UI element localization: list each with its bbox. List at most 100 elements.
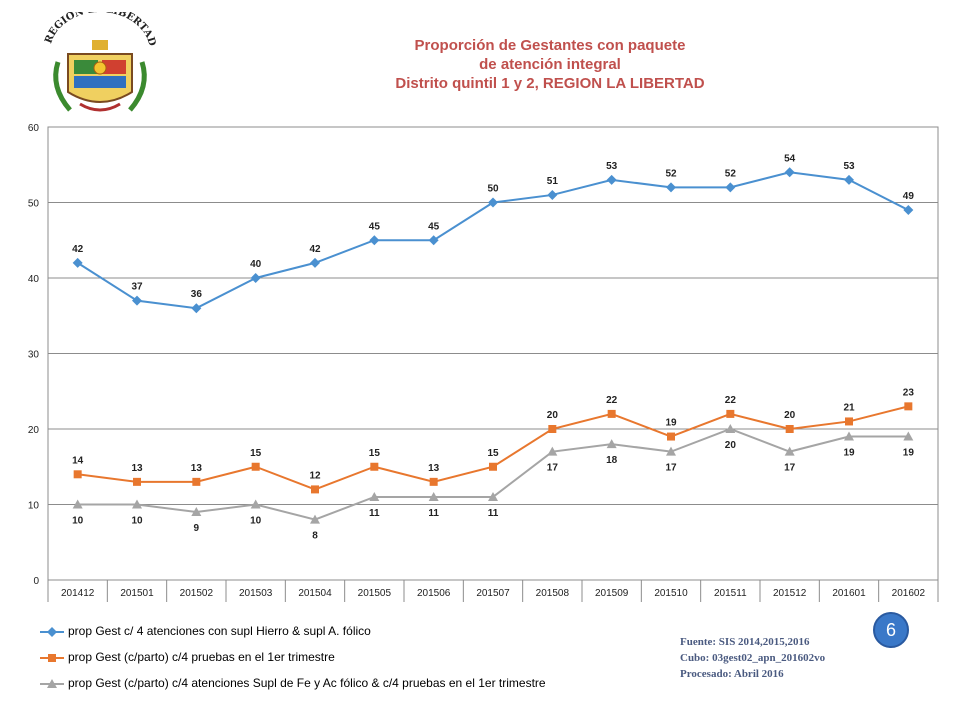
source-line-1: Fuente: SIS 2014,2015,2016 bbox=[680, 636, 810, 648]
data-label: 19 bbox=[665, 418, 677, 429]
data-label: 52 bbox=[665, 168, 677, 179]
source-line-3: Procesado: Abril 2016 bbox=[680, 668, 784, 680]
data-label: 36 bbox=[191, 289, 203, 300]
x-tick-label: 201502 bbox=[180, 588, 214, 599]
data-label: 22 bbox=[725, 395, 737, 406]
data-label: 15 bbox=[369, 448, 381, 459]
y-tick-label: 10 bbox=[28, 501, 40, 512]
data-point-marker bbox=[725, 182, 736, 193]
data-label: 10 bbox=[250, 516, 262, 527]
data-point-marker bbox=[72, 499, 83, 509]
data-label: 13 bbox=[191, 463, 203, 474]
legend-label-series-1: prop Gest c/ 4 atenciones con supl Hierr… bbox=[68, 624, 371, 638]
data-label: 21 bbox=[843, 402, 855, 413]
data-point-marker bbox=[607, 409, 616, 418]
data-label: 8 bbox=[312, 531, 318, 542]
data-point-marker bbox=[844, 431, 854, 441]
data-label: 23 bbox=[903, 387, 915, 398]
data-point-marker bbox=[606, 174, 617, 185]
data-label: 17 bbox=[784, 463, 796, 474]
x-tick-label: 201504 bbox=[298, 588, 332, 599]
source-line-2: Cubo: 03gest02_apn_201602vo bbox=[680, 652, 826, 664]
data-label: 12 bbox=[309, 470, 321, 481]
data-label: 50 bbox=[487, 184, 499, 195]
data-label: 18 bbox=[606, 455, 618, 466]
data-point-marker bbox=[666, 446, 676, 456]
x-tick-label: 201509 bbox=[595, 588, 629, 599]
x-tick-label: 201501 bbox=[120, 588, 154, 599]
x-tick-label: 201505 bbox=[358, 588, 392, 599]
legend-marker-diamond-icon bbox=[40, 627, 64, 637]
data-label: 49 bbox=[903, 191, 915, 202]
data-label: 51 bbox=[547, 176, 559, 187]
legend-label-series-2: prop Gest (c/parto) c/4 pruebas en el 1e… bbox=[68, 650, 335, 664]
page-number-badge: 6 bbox=[873, 612, 909, 648]
x-tick-label: 201506 bbox=[417, 588, 451, 599]
data-point-marker bbox=[845, 417, 853, 426]
legend-marker-square-icon bbox=[40, 654, 64, 662]
data-point-marker bbox=[784, 446, 795, 456]
data-point-marker bbox=[666, 182, 676, 193]
data-point-marker bbox=[132, 295, 142, 306]
series-line-3 bbox=[77, 427, 909, 521]
chart-legend: prop Gest c/ 4 atenciones con supl Hierr… bbox=[40, 624, 640, 702]
y-tick-label: 60 bbox=[28, 123, 40, 134]
data-label: 13 bbox=[428, 463, 440, 474]
x-tick-label: 201508 bbox=[536, 588, 570, 599]
data-label: 10 bbox=[72, 516, 84, 527]
chart-title-line-2: de atención integral bbox=[479, 56, 621, 73]
data-point-marker bbox=[72, 257, 83, 268]
data-label: 14 bbox=[72, 455, 84, 466]
data-label: 20 bbox=[547, 410, 559, 421]
source-note: Fuente: SIS 2014,2015,2016 Cubo: 03gest0… bbox=[680, 634, 825, 682]
legend-item-series-1: prop Gest c/ 4 atenciones con supl Hierr… bbox=[40, 624, 640, 650]
data-label: 53 bbox=[843, 161, 855, 172]
x-tick-label: 201511 bbox=[714, 588, 747, 599]
legend-marker-triangle-icon bbox=[40, 679, 64, 688]
x-tick-label: 201412 bbox=[61, 588, 95, 599]
data-point-marker bbox=[784, 167, 795, 178]
data-label: 19 bbox=[903, 448, 915, 459]
data-label: 54 bbox=[784, 153, 796, 164]
data-point-marker bbox=[250, 499, 261, 509]
data-label: 17 bbox=[665, 463, 677, 474]
data-label: 37 bbox=[131, 282, 143, 293]
data-label: 20 bbox=[725, 440, 737, 451]
data-point-marker bbox=[132, 499, 142, 509]
chart-title: Proporción de Gestantes con paquete de a… bbox=[300, 36, 800, 93]
y-tick-label: 20 bbox=[28, 425, 40, 436]
data-label: 22 bbox=[606, 395, 618, 406]
legend-item-series-3: prop Gest (c/parto) c/4 atenciones Supl … bbox=[40, 676, 640, 702]
data-point-marker bbox=[548, 425, 557, 433]
x-tick-label: 201602 bbox=[892, 588, 926, 599]
data-point-marker bbox=[844, 174, 854, 185]
data-label: 11 bbox=[428, 508, 439, 519]
data-label: 11 bbox=[488, 508, 499, 519]
data-point-marker bbox=[488, 491, 498, 501]
data-point-marker bbox=[310, 257, 320, 268]
y-tick-label: 0 bbox=[33, 576, 39, 587]
chart-title-line-3: Distrito quintil 1 y 2, REGION LA LIBERT… bbox=[395, 75, 705, 92]
y-tick-label: 40 bbox=[28, 274, 40, 285]
data-label: 52 bbox=[725, 168, 737, 179]
data-point-marker bbox=[489, 462, 497, 471]
data-label: 17 bbox=[547, 463, 559, 474]
chart-title-line-1: Proporción de Gestantes con paquete bbox=[414, 37, 686, 54]
data-point-marker bbox=[369, 491, 380, 501]
data-point-marker bbox=[606, 439, 617, 449]
y-tick-label: 30 bbox=[28, 350, 40, 361]
data-point-marker bbox=[903, 205, 914, 216]
legend-label-series-3: prop Gest (c/parto) c/4 atenciones Supl … bbox=[68, 676, 546, 690]
data-point-marker bbox=[250, 273, 261, 283]
x-tick-label: 201507 bbox=[476, 588, 510, 599]
data-point-marker bbox=[133, 477, 141, 486]
data-point-marker bbox=[428, 235, 439, 246]
data-point-marker bbox=[785, 425, 794, 433]
data-point-marker bbox=[191, 507, 202, 517]
x-tick-label: 201503 bbox=[239, 588, 273, 599]
data-label: 53 bbox=[606, 161, 618, 172]
data-point-marker bbox=[488, 197, 498, 208]
data-point-marker bbox=[311, 485, 319, 494]
region-emblem-logo: REGIÓN LA LIBERTAD bbox=[40, 4, 160, 124]
